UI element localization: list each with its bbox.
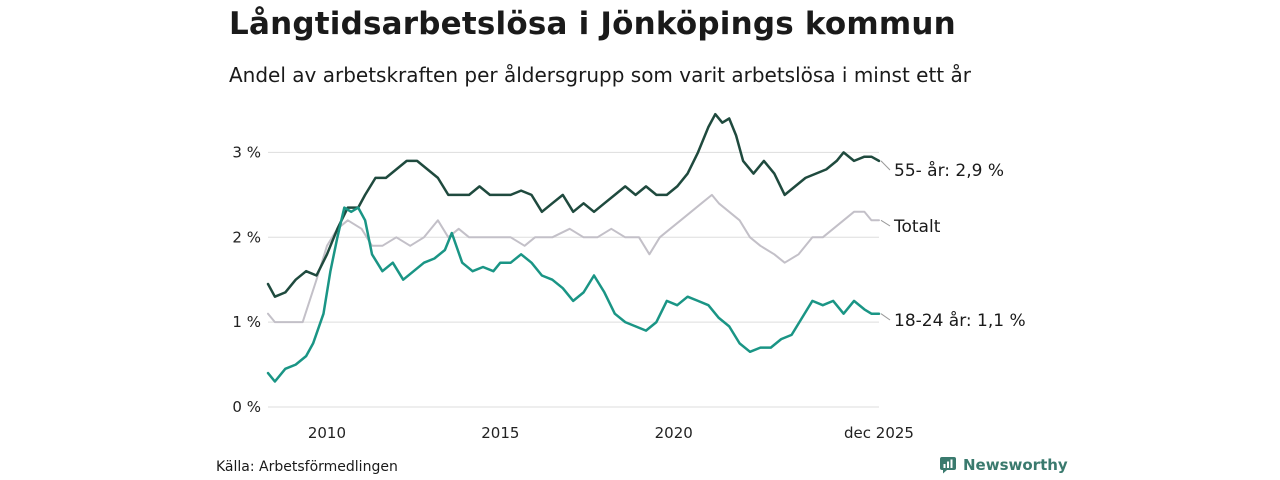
- series-line-young: [266, 206, 881, 383]
- gridlines: [268, 151, 879, 408]
- y-tick-label: 0 %: [232, 398, 261, 416]
- brand-logo: Newsworthy: [939, 456, 1068, 474]
- x-tick-label: 2015: [481, 424, 519, 442]
- y-tick-label: 1 %: [232, 313, 261, 331]
- chart-subtitle: Andel av arbetskraften per åldersgrupp s…: [229, 63, 971, 87]
- newsworthy-icon: [940, 457, 956, 474]
- end-label-young: 18-24 år: 1,1 %: [894, 310, 1026, 331]
- y-tick-label: 3 %: [232, 143, 261, 161]
- series-line-total: [267, 193, 880, 324]
- source-note: Källa: Arbetsförmedlingen: [216, 459, 398, 475]
- x-axis-ticks: 2010 2015 2020 dec 2025: [308, 424, 914, 442]
- series-line-older: [266, 112, 881, 298]
- end-label-older: 55- år: 2,9 %: [894, 160, 1004, 181]
- chart-title: Långtidsarbetslösa i Jönköpings kommun: [229, 6, 956, 42]
- x-tick-label: dec 2025: [844, 424, 914, 442]
- brand-name: Newsworthy: [963, 456, 1068, 474]
- end-label-leader: [880, 160, 891, 171]
- y-tick-label: 2 %: [232, 228, 261, 246]
- y-axis-ticks: 0 % 1 % 2 % 3 %: [232, 143, 261, 416]
- end-label-leader: [880, 219, 891, 227]
- end-label-total: Totalt: [893, 217, 941, 237]
- end-labels: Totalt 55- år: 2,9 % 18-24 år: 1,1 %: [880, 160, 1026, 331]
- x-tick-label: 2020: [655, 424, 693, 442]
- end-label-leader: [880, 313, 891, 321]
- series-lines: [266, 112, 881, 383]
- x-tick-label: 2010: [308, 424, 346, 442]
